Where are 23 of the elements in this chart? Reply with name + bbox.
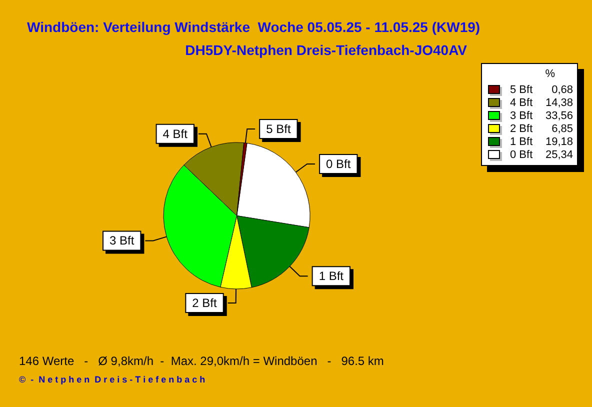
slice-label: 5 Bft — [266, 122, 292, 136]
text: 146 Werte - Ø 9,8km/h - Max. 29,0km/h = Windböen - 96.5 km — [19, 354, 384, 368]
legend-label: 1 Bft — [510, 136, 534, 148]
data-label: 33,56 — [544, 110, 573, 122]
chart-subtitle: DH5DY-Netphen Dreis-Tiefenbach-JO40AV — [185, 42, 468, 58]
slice-label: 4 Bft — [162, 126, 188, 141]
data-label: 25,34 — [544, 148, 573, 160]
legend-label: 2 Bft — [510, 122, 534, 134]
data-label: 0,68 — [550, 84, 573, 96]
data-label: 6,85 — [550, 122, 573, 134]
slice-label: 0 Bft — [326, 156, 352, 171]
chart-title: Windböen: Verteilung Windstärke Woche 05.05.25 - 11.05.25 (KW19) — [27, 19, 480, 35]
slice-label: 1 Bft — [318, 269, 344, 284]
text: © - N e t p h e n D r e i s - T i e f e n b a c h — [19, 374, 206, 384]
data-label: 19,18 — [544, 136, 573, 148]
data-label: 14,38 — [544, 96, 573, 108]
legend-label: 0 Bft — [510, 148, 534, 160]
legend-label: 3 Bft — [510, 110, 534, 122]
legend-label: 4 Bft — [510, 96, 534, 108]
legend-label: 5 Bft — [510, 84, 534, 96]
slice-label: 2 Bft — [192, 296, 218, 310]
legend-title: % — [544, 68, 556, 80]
slice-label: 3 Bft — [110, 234, 135, 248]
